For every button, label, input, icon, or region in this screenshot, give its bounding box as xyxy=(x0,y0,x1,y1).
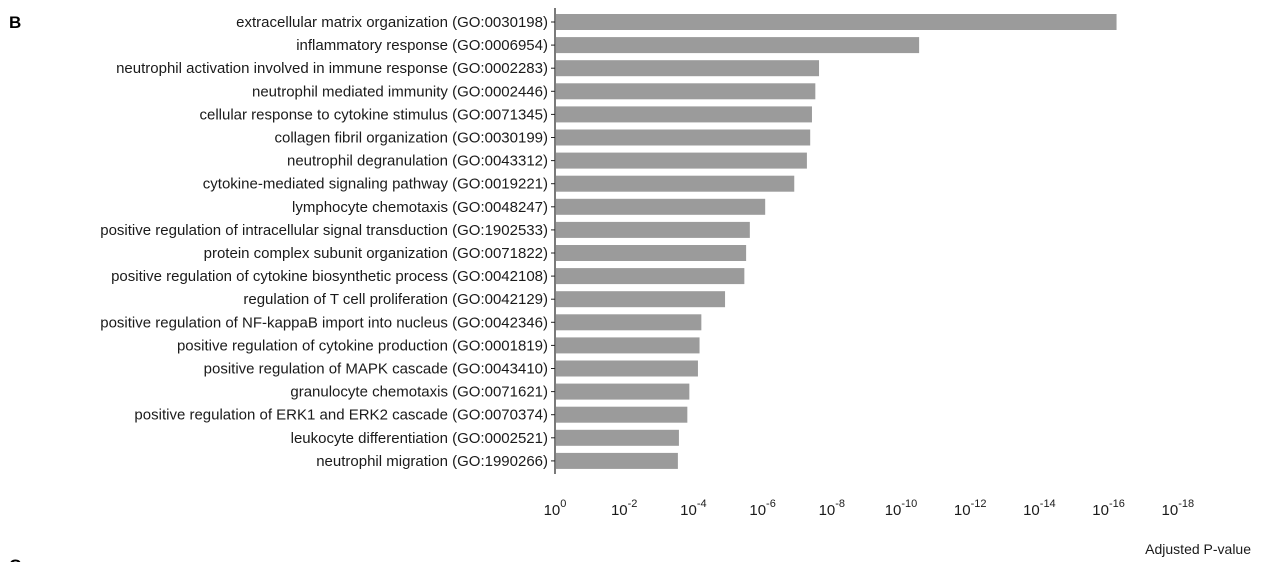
bar xyxy=(556,221,750,238)
category-label: inflammatory response (GO:0006954) xyxy=(296,37,548,54)
bar xyxy=(556,360,698,377)
x-tick-label: 10-16 xyxy=(1092,498,1125,519)
category-label: neutrophil migration (GO:1990266) xyxy=(316,453,548,470)
bar xyxy=(556,198,766,215)
bar xyxy=(556,14,1117,30)
bar xyxy=(556,337,700,354)
category-label: neutrophil mediated immunity (GO:0002446… xyxy=(252,83,548,100)
category-label: positive regulation of NF-kappaB import … xyxy=(100,314,548,331)
bar xyxy=(556,152,807,169)
bar xyxy=(556,314,702,331)
bar xyxy=(556,37,920,54)
category-label: leukocyte differentiation (GO:0002521) xyxy=(291,430,548,447)
category-label: extracellular matrix organization (GO:00… xyxy=(236,14,548,31)
x-tick-label: 10-4 xyxy=(680,498,706,519)
x-tick-label: 10-18 xyxy=(1162,498,1195,519)
category-label: neutrophil activation involved in immune… xyxy=(116,60,548,77)
x-tick-label: 10-14 xyxy=(1023,498,1056,519)
bar xyxy=(556,245,747,261)
category-label: positive regulation of ERK1 and ERK2 cas… xyxy=(134,407,548,424)
category-label: positive regulation of cytokine biosynth… xyxy=(111,268,548,285)
category-label: collagen fibril organization (GO:0030199… xyxy=(275,130,549,147)
bar xyxy=(556,268,745,285)
x-tick-label: 10-8 xyxy=(819,498,845,519)
category-label: cytokine-mediated signaling pathway (GO:… xyxy=(203,176,548,193)
x-axis-title: Adjusted P-value xyxy=(1145,541,1251,557)
bar xyxy=(556,452,678,469)
bar xyxy=(556,83,816,100)
category-label: protein complex subunit organization (GO… xyxy=(204,245,548,262)
x-tick-label: 10-12 xyxy=(954,498,987,519)
bar xyxy=(556,383,690,400)
category-label: regulation of T cell proliferation (GO:0… xyxy=(243,291,548,308)
category-label: positive regulation of cytokine producti… xyxy=(177,337,548,354)
bar xyxy=(556,429,679,446)
bar xyxy=(556,106,812,123)
panel-label-b: B xyxy=(9,13,21,32)
x-tick-label: 100 xyxy=(544,498,567,519)
bar xyxy=(556,60,820,77)
category-label: positive regulation of intracellular sig… xyxy=(100,222,548,239)
x-tick-label: 10-10 xyxy=(885,498,918,519)
category-label: positive regulation of MAPK cascade (GO:… xyxy=(204,361,548,378)
category-label: granulocyte chemotaxis (GO:0071621) xyxy=(290,384,548,401)
x-tick-label: 10-6 xyxy=(749,498,775,519)
x-tick-labels: 100 10-2 10-4 10-6 10-8 10-10 10-12 10-14 10-16 1… xyxy=(544,498,1195,519)
bar xyxy=(556,129,811,146)
bar xyxy=(556,406,688,423)
bar xyxy=(556,291,726,308)
category-labels: extracellular matrix organization (GO:00… xyxy=(100,14,555,470)
x-tick-label: 10-2 xyxy=(611,498,637,519)
category-label: neutrophil degranulation (GO:0043312) xyxy=(287,153,548,170)
bar-group xyxy=(556,14,1117,469)
category-label: cellular response to cytokine stimulus (… xyxy=(199,106,548,123)
category-label: lymphocyte chemotaxis (GO:0048247) xyxy=(292,199,548,216)
panel-label-c: C xyxy=(9,556,21,562)
bar xyxy=(556,175,795,192)
